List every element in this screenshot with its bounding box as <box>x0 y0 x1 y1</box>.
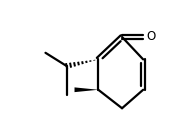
Polygon shape <box>75 87 98 92</box>
Text: O: O <box>147 30 156 43</box>
